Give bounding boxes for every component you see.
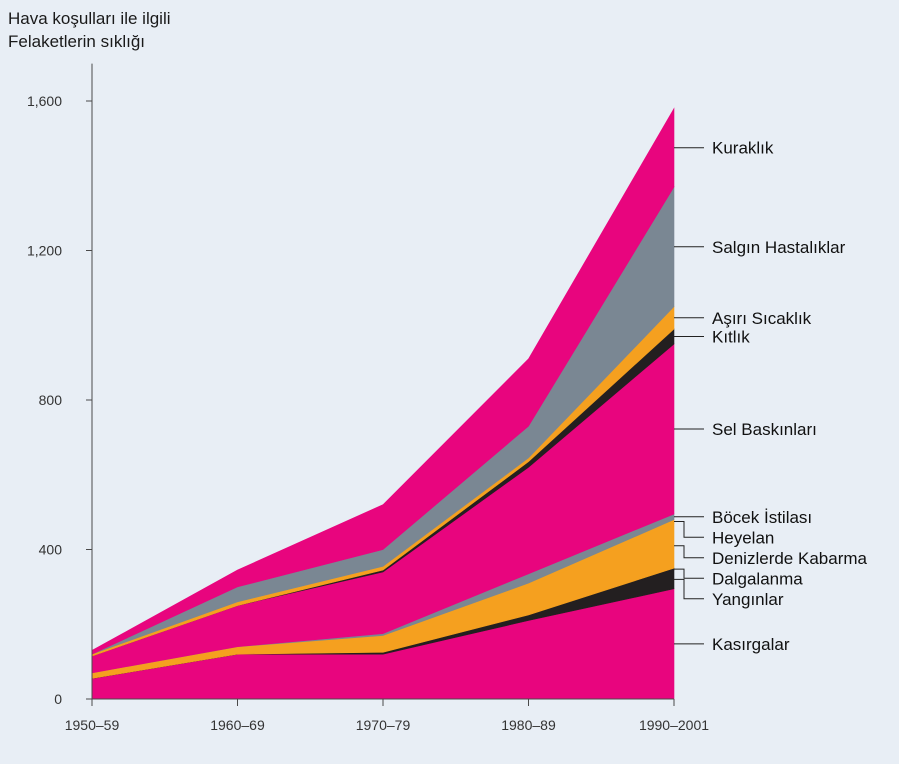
leader-line-yanginlar <box>674 578 704 600</box>
leader-line-heyelan <box>674 520 704 538</box>
axes-group: 0 400 800 1,200 1,600 1950–59 1960–69 1970–79 19… <box>27 63 709 733</box>
legend-label-asiri-sicaklik: Aşırı Sıcaklık <box>712 309 812 328</box>
chart-title-line-2: Felaketlerin sıklığı <box>8 32 145 51</box>
chart-title-line-1: Hava koşulları ile ilgili <box>8 9 171 28</box>
legend-label-kuraklik: Kuraklık <box>712 139 774 158</box>
area-series-group <box>91 107 675 700</box>
x-tick-label: 1960–69 <box>210 717 265 733</box>
x-tick-label: 1950–59 <box>65 717 120 733</box>
legend-label-sel-baskinlari: Sel Baskınları <box>712 420 817 439</box>
legend-label-salgin-hastaliklar: Salgın Hastalıklar <box>712 238 846 257</box>
legend-group: Kuraklık Salgın Hastalıklar Aşırı Sıcaklık… <box>674 139 868 654</box>
x-tick-label: 1990–2001 <box>639 717 709 733</box>
y-tick-label: 800 <box>39 392 63 408</box>
leader-line-dalgalanma <box>674 568 704 579</box>
legend-label-denizlerde-kabarma: Denizlerde Kabarma <box>712 549 868 568</box>
legend-label-kasirgalar: Kasırgalar <box>712 635 790 654</box>
x-tick-label: 1980–89 <box>501 717 556 733</box>
leader-line-denizlerde-kabarma <box>674 545 704 559</box>
x-tick-label: 1970–79 <box>356 717 411 733</box>
legend-label-yanginlar: Yangınlar <box>712 590 784 609</box>
legend-label-heyelan: Heyelan <box>712 528 774 547</box>
legend-label-dalgalanma: Dalgalanma <box>712 569 803 588</box>
legend-label-kitlik: Kıtlık <box>712 327 750 346</box>
legend-label-bocek-i-stilasi: Böcek İstilası <box>712 508 812 527</box>
y-tick-label: 400 <box>39 542 63 558</box>
y-tick-label: 0 <box>54 691 62 707</box>
area-kuraklik <box>91 107 675 655</box>
y-tick-label: 1,200 <box>27 243 62 259</box>
y-tick-label: 1,600 <box>27 93 62 109</box>
